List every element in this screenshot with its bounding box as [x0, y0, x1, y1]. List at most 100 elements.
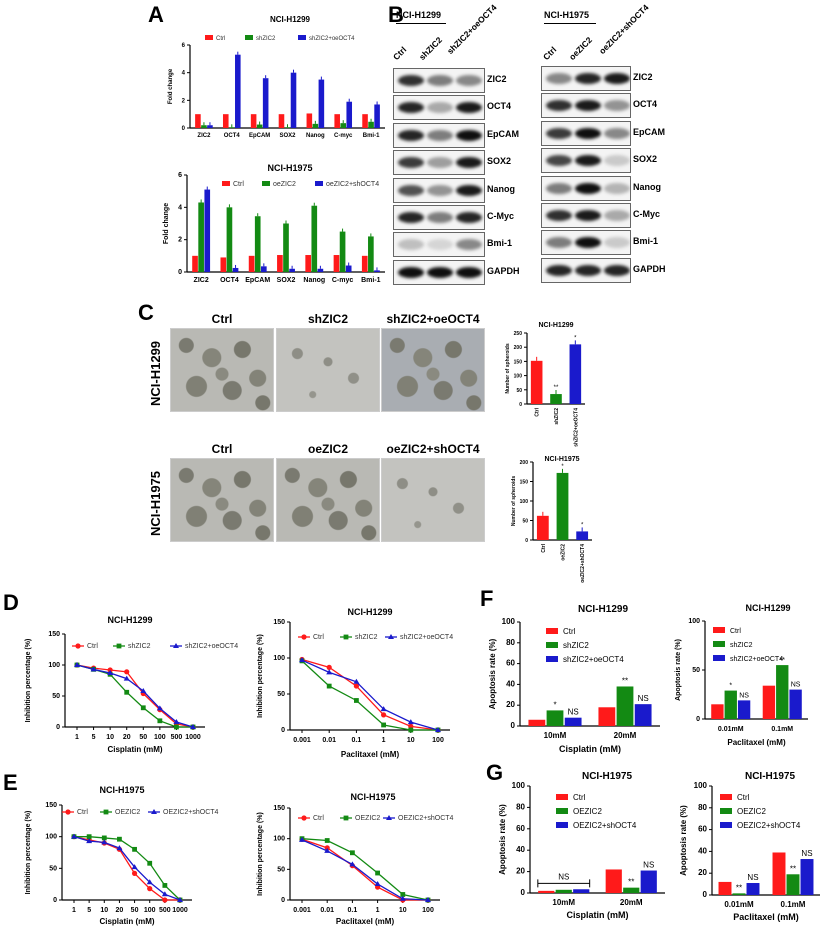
- data-point: [156, 705, 163, 711]
- protein-band: [604, 73, 630, 84]
- blot-label: OCT4: [633, 99, 658, 110]
- legend-swatch: [315, 181, 323, 186]
- protein-band: [575, 210, 601, 221]
- data-point: [116, 845, 123, 851]
- bar: [772, 852, 786, 895]
- bar: [530, 360, 543, 404]
- image-title: Ctrl: [211, 312, 233, 326]
- blot-label: GAPDH: [633, 263, 666, 274]
- data-point: [147, 860, 153, 866]
- data-point: [353, 678, 360, 684]
- protein-band: [604, 127, 630, 139]
- bar: [235, 54, 241, 128]
- y-tick-label: 0: [521, 888, 526, 897]
- legend-label: shZIC2+oeOCT4: [730, 656, 783, 663]
- protein-band: [546, 155, 572, 167]
- legend-swatch: [720, 822, 732, 828]
- bar: [634, 704, 652, 726]
- significance-label: **: [628, 878, 634, 887]
- y-tick-label: 50: [277, 691, 285, 698]
- protein-band: [456, 75, 482, 86]
- bar: [724, 690, 737, 719]
- y-tick-label: 2: [182, 98, 186, 104]
- data-point: [343, 634, 349, 640]
- chart-title: NCI-H1975: [745, 771, 795, 782]
- x-tick-label: ZIC2: [194, 277, 209, 284]
- data-point: [177, 897, 183, 902]
- data-point: [101, 839, 108, 845]
- data-point: [301, 634, 307, 640]
- bar: [623, 887, 640, 893]
- x-tick-label: 1000: [185, 734, 201, 741]
- x-tick-label: Ctrl: [541, 543, 547, 552]
- blot-label: EpCAM: [487, 128, 519, 139]
- data-point: [435, 727, 441, 732]
- bar: [564, 717, 582, 726]
- x-axis-label: Paclitaxel (mM): [341, 750, 400, 759]
- series-line: [301, 658, 439, 731]
- bar: [339, 231, 346, 272]
- y-tick-label: 0: [53, 897, 57, 904]
- data-point: [173, 643, 179, 648]
- legend-swatch: [546, 628, 558, 634]
- x-axis-label: Paclitaxel (mM): [336, 917, 395, 926]
- bar: [546, 710, 564, 726]
- bar: [198, 202, 204, 272]
- blot-label: Bmi-1: [487, 238, 513, 249]
- data-point: [324, 838, 330, 843]
- data-point: [407, 719, 414, 725]
- chart-d2: NCI-H1299 0 50 100 150 Inhibition percentage …: [257, 607, 453, 759]
- data-point: [157, 718, 163, 724]
- data-point: [162, 883, 168, 888]
- bar: [229, 127, 235, 128]
- y-tick-label: 40: [516, 845, 525, 854]
- bar: [306, 113, 313, 128]
- series-line: [76, 664, 194, 728]
- y-tick-label: 50: [522, 519, 528, 525]
- x-tick-label: oeZIC2+shOCT4: [580, 544, 586, 583]
- spheroid-micrograph: [170, 458, 274, 542]
- data-point: [132, 846, 137, 852]
- x-tick-label: ZIC2: [197, 133, 211, 139]
- bar: [346, 101, 353, 128]
- data-point: [117, 836, 122, 842]
- y-tick-label: 0: [519, 402, 522, 408]
- data-point: [123, 675, 130, 681]
- legend-label: shZIC2: [563, 641, 589, 650]
- y-tick-label: 100: [48, 662, 60, 669]
- protein-band: [456, 266, 482, 278]
- bar: [201, 125, 207, 128]
- legend-label: Ctrl: [216, 36, 225, 42]
- legend-swatch: [556, 808, 568, 814]
- x-tick-label: 0.001: [293, 737, 311, 744]
- x-tick-label: SOX2: [277, 277, 296, 284]
- protein-band: [575, 127, 601, 139]
- protein-band: [398, 129, 424, 141]
- data-point: [400, 892, 406, 897]
- x-axis-label: Cisplatin (mM): [107, 745, 162, 754]
- y-axis-label: Apoptosis rate (%): [488, 638, 497, 709]
- data-point: [354, 698, 359, 703]
- data-point: [90, 666, 97, 672]
- x-tick-label: 10: [106, 734, 114, 741]
- data-point: [350, 850, 355, 856]
- data-point: [173, 719, 180, 725]
- x-tick-label: 0.01mM: [724, 900, 754, 909]
- legend-label: shZIC2: [730, 642, 753, 649]
- x-tick-label: 100: [422, 907, 434, 914]
- x-axis-label: Paclitaxel (mM): [727, 738, 786, 747]
- data-point: [140, 705, 146, 711]
- y-tick-label: 50: [516, 388, 522, 394]
- protein-band: [398, 212, 424, 223]
- blot-label: EpCAM: [633, 126, 665, 137]
- significance-label: *: [574, 335, 577, 341]
- significance-label: **: [790, 864, 796, 873]
- protein-band: [427, 75, 453, 86]
- x-tick-label: Bmi-1: [363, 133, 380, 139]
- x-tick-label: SOX2: [279, 133, 296, 139]
- spheroid-micrograph: [276, 458, 380, 542]
- blot-title: NCI-H1975: [544, 10, 590, 20]
- bar: [361, 255, 368, 272]
- data-point: [107, 670, 114, 676]
